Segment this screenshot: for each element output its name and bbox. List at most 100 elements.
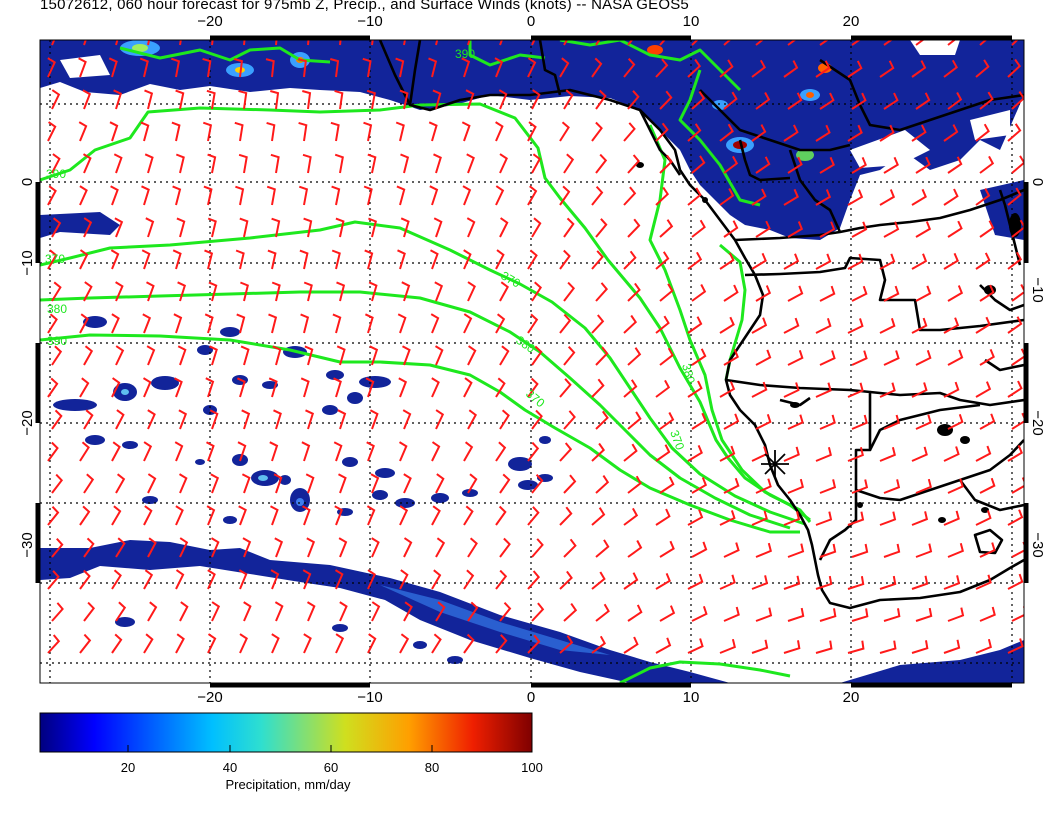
wind-barb (691, 284, 707, 302)
wind-barb (623, 250, 637, 270)
wind-barb (819, 285, 836, 302)
wind-barb (211, 601, 221, 622)
wind-barb (719, 638, 736, 654)
wind-barb (367, 633, 377, 654)
wind-barb (336, 281, 346, 302)
wind-barb (883, 608, 901, 622)
wind-barb (691, 348, 707, 366)
wind-barb (499, 537, 511, 558)
wind-barb (879, 124, 895, 142)
wind-barb (175, 505, 184, 526)
contour-label: 380 (47, 302, 67, 316)
wind-barb (723, 284, 739, 302)
wind-barb (783, 640, 801, 654)
wind-barb (751, 317, 768, 334)
wind-barb (51, 409, 63, 430)
wind-barb (47, 506, 60, 526)
wind-barb (623, 636, 639, 654)
wind-barb (331, 249, 341, 270)
wind-barb (787, 285, 804, 302)
wind-barb (659, 540, 675, 558)
wind-barb (527, 506, 540, 526)
wind-barb (559, 185, 571, 206)
wind-barb (751, 446, 768, 462)
wind-barb (79, 185, 88, 206)
wind-barb (659, 476, 675, 494)
wind-barb (979, 284, 995, 302)
wind-barb (755, 156, 771, 174)
wind-barb (339, 601, 348, 622)
wind-barb (83, 537, 95, 558)
wind-barb (691, 477, 708, 494)
wind-barb (115, 409, 125, 430)
wind-barb (240, 281, 249, 302)
wind-barb (851, 157, 867, 174)
wind-barb (1011, 219, 1024, 238)
wind-barb (461, 57, 471, 78)
wind-barb (236, 313, 246, 334)
colorbar-label: Precipitation, mm/day (226, 777, 351, 792)
wind-barb (435, 473, 445, 494)
wind-barb (755, 542, 772, 558)
wind-barb (591, 57, 603, 78)
wind-barb (331, 185, 341, 206)
wind-barb (463, 249, 472, 270)
wind-barb (819, 479, 837, 494)
wind-barb (755, 285, 772, 302)
wind-barb (297, 58, 307, 78)
wind-barb (302, 505, 311, 526)
wind-barb (495, 185, 505, 206)
wind-barb (305, 409, 315, 430)
wind-barb (466, 153, 475, 174)
wind-barb (947, 40, 956, 46)
wind-barb (1007, 445, 1023, 462)
wind-barb (302, 90, 312, 110)
wind-barb (815, 640, 833, 654)
wind-barb (815, 511, 833, 526)
wind-barb (723, 542, 740, 558)
wind-barb (111, 633, 123, 654)
wind-barb (306, 537, 316, 558)
wind-barb (531, 602, 545, 622)
wind-barb (467, 281, 476, 302)
wind-barb (975, 445, 992, 462)
wind-barb (402, 345, 411, 366)
wind-barb (147, 409, 156, 430)
wind-barb (595, 282, 609, 302)
wind-barb (627, 475, 642, 494)
wind-barb (241, 409, 251, 430)
wind-barb (113, 153, 123, 174)
wind-barb (363, 185, 373, 206)
wind-barb (879, 446, 896, 462)
wind-barb (559, 313, 572, 334)
wind-barb (204, 249, 214, 270)
wind-barb (47, 185, 57, 206)
wind-barb (787, 607, 805, 622)
wind-barb (302, 153, 312, 174)
wind-barb (115, 281, 124, 302)
wind-barb (271, 217, 281, 238)
lon-tick-label: 0 (527, 689, 535, 706)
wind-barb (943, 317, 960, 334)
wind-barb (366, 89, 376, 110)
wind-barb (975, 381, 992, 398)
wind-barb (499, 217, 509, 238)
wind-barb (691, 40, 699, 46)
lon-tick-label: 20 (843, 13, 860, 30)
wind-barb (1007, 123, 1022, 142)
wind-barb (111, 569, 122, 590)
wind-barb (847, 124, 863, 142)
wind-barb (396, 185, 406, 206)
wind-barb (623, 379, 638, 398)
wind-barb (298, 185, 309, 206)
wind-barb (174, 441, 184, 462)
wind-barb (266, 121, 276, 142)
lon-tick-label: 10 (683, 689, 700, 706)
wind-barb (463, 441, 474, 462)
wind-barb (979, 542, 996, 558)
wind-barb (1007, 638, 1024, 654)
wind-barb (238, 569, 248, 590)
wind-barb (911, 575, 929, 590)
wind-barb (687, 187, 702, 206)
wind-barb (691, 155, 706, 174)
